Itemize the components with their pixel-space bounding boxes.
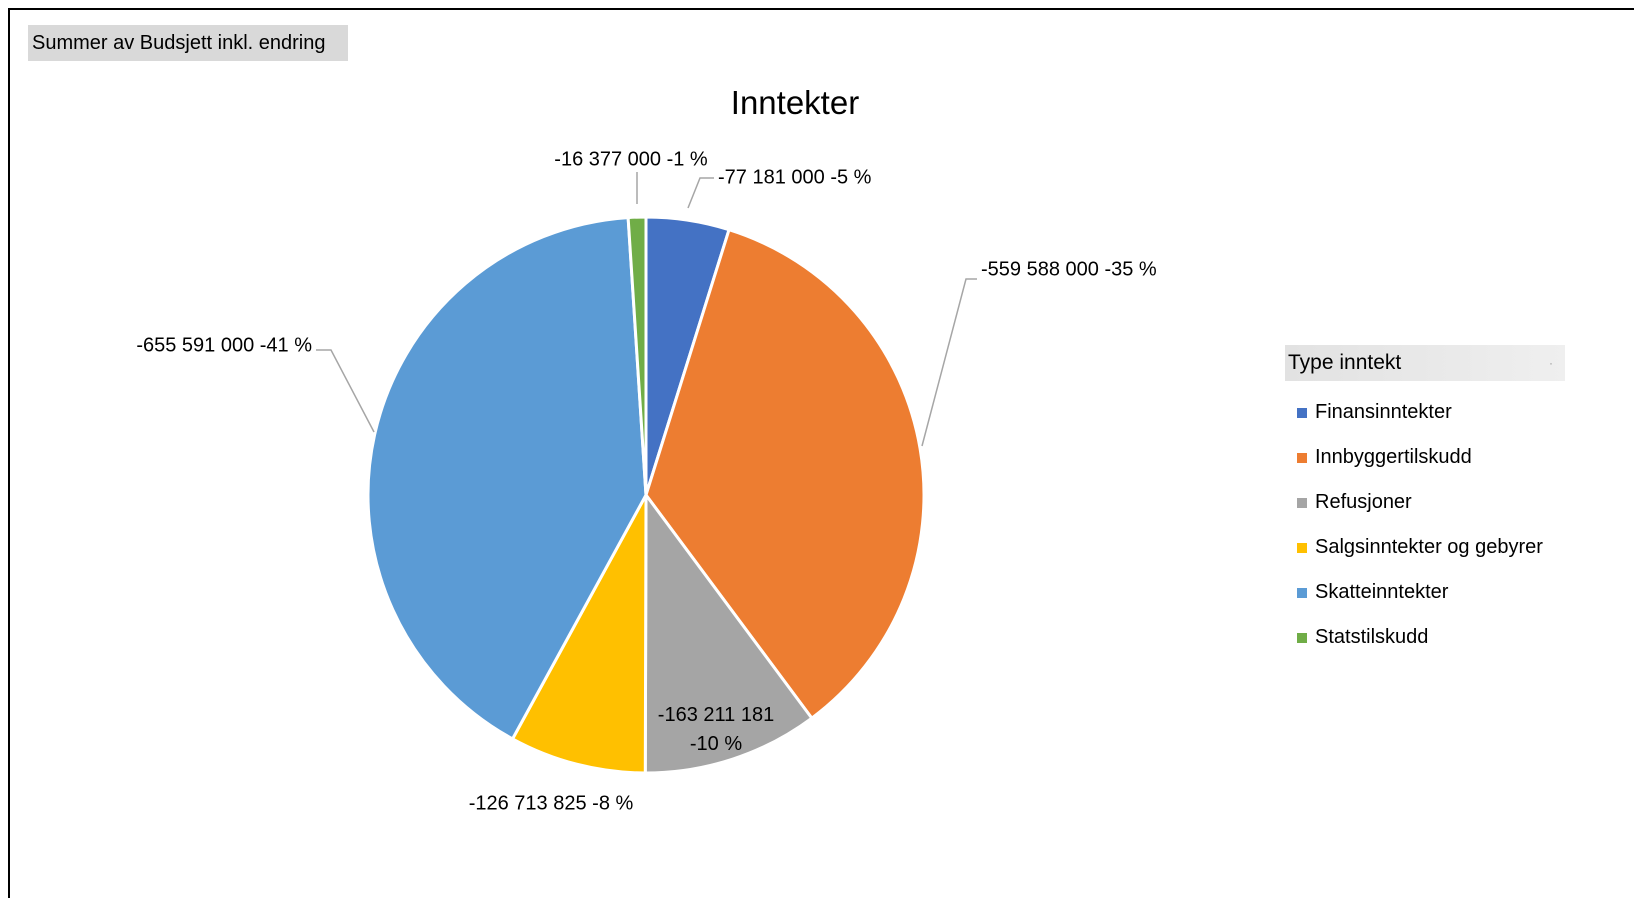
data-label-innbyggertilskudd: -559 588 000 -35 % <box>981 258 1157 280</box>
leader-line-finansinntekter <box>687 177 714 209</box>
chart-legend: Finansinntekter Innbyggertilskudd Refusjon… <box>1297 390 1543 660</box>
legend-swatch <box>1297 632 1307 643</box>
data-label-refusjoner: -163 211 181 -10 % <box>658 704 774 755</box>
data-label-salgsinntekter-og-gebyrer: -126 713 825 -8 % <box>469 792 634 814</box>
legend-item-finansinntekter[interactable]: Finansinntekter <box>1297 390 1543 435</box>
data-label-statstilskudd: -16 377 000 -1 % <box>554 148 708 170</box>
leader-line-innbyggertilskudd <box>921 278 977 447</box>
legend-label: Innbyggertilskudd <box>1315 446 1472 468</box>
chart-frame <box>8 8 1634 898</box>
legend-swatch <box>1297 497 1307 508</box>
legend-swatch <box>1297 542 1307 553</box>
data-label-finansinntekter: -77 181 000 -5 % <box>718 166 872 188</box>
legend-item-skatteinntekter[interactable]: Skatteinntekter <box>1297 570 1543 615</box>
legend-item-salgsinntekter-og-gebyrer[interactable]: Salgsinntekter og gebyrer <box>1297 525 1543 570</box>
pie-slice-innbyggertilskudd[interactable] <box>644 227 926 721</box>
legend-label: Salgsinntekter og gebyrer <box>1315 536 1543 558</box>
chart-title: Inntekter <box>730 84 860 121</box>
legend-label: Statstilskudd <box>1315 626 1429 648</box>
legend-item-refusjoner[interactable]: Refusjoner <box>1297 480 1543 525</box>
filter-dropdown-icon[interactable]: · <box>1549 356 1553 370</box>
legend-field-button[interactable]: Type inntekt · <box>1285 345 1565 381</box>
pivot-value-field-button[interactable]: Summer av Budsjett inkl. endring <box>28 25 348 61</box>
legend-swatch <box>1297 587 1307 598</box>
pie-slice-refusjoner[interactable] <box>643 490 814 775</box>
legend-item-innbyggertilskudd[interactable]: Innbyggertilskudd <box>1297 435 1543 480</box>
legend-header-label: Type inntekt <box>1288 351 1402 374</box>
leader-line-skatteinntekter <box>316 349 375 433</box>
legend-item-statstilskudd[interactable]: Statstilskudd <box>1297 615 1543 660</box>
legend-label: Skatteinntekter <box>1315 581 1449 603</box>
legend-swatch <box>1297 452 1307 463</box>
legend-swatch <box>1297 407 1307 418</box>
data-label-skatteinntekter: -655 591 000 -41 % <box>136 334 312 356</box>
pie-slice-salgsinntekter-og-gebyrer[interactable] <box>510 494 648 775</box>
pie-slice-skatteinntekter[interactable] <box>366 215 648 741</box>
legend-label: Finansinntekter <box>1315 401 1452 423</box>
pie-slice-statstilskudd[interactable] <box>626 215 648 496</box>
legend-label: Refusjoner <box>1315 491 1412 513</box>
